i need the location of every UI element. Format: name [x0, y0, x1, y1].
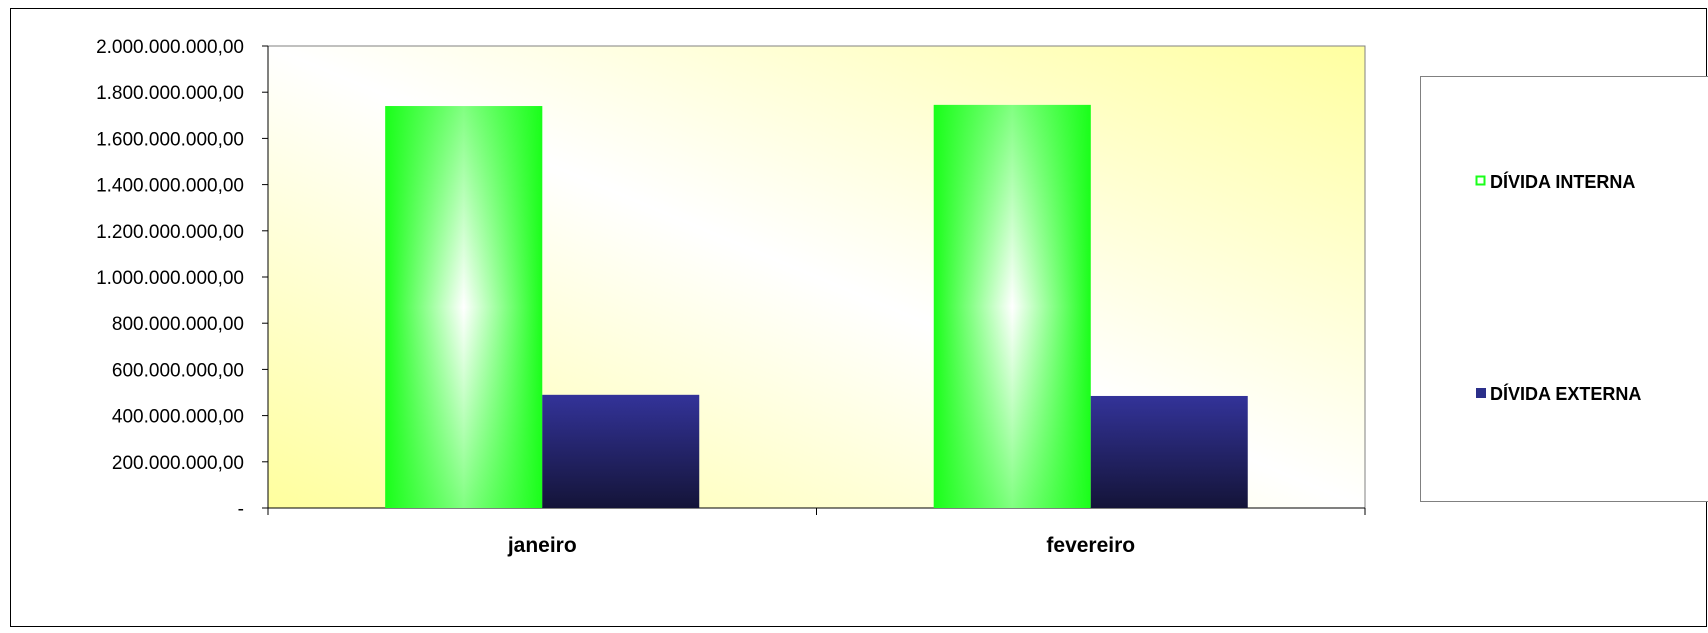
y-tick-label: 1.000.000.000,00 [96, 268, 244, 289]
y-tick-label: - [238, 499, 244, 520]
legend-label: DÍVIDA EXTERNA [1490, 383, 1641, 404]
bar-shade-divida-interna-fevereiro [934, 105, 1091, 508]
y-tick-label: 2.000.000.000,00 [96, 37, 244, 58]
bar-shade-divida-interna-janeiro [385, 106, 542, 508]
y-tick-label: 1.400.000.000,00 [96, 176, 244, 197]
y-tick-label: 800.000.000,00 [112, 314, 244, 335]
y-tick-label: 1.800.000.000,00 [96, 83, 244, 104]
y-tick-label: 1.200.000.000,00 [96, 222, 244, 243]
legend-label: DÍVIDA INTERNA [1490, 171, 1635, 192]
y-tick-label: 200.000.000,00 [112, 453, 244, 474]
x-category-label: fevereiro [1046, 534, 1135, 557]
legend-swatch-divida-interna [1477, 177, 1485, 185]
y-tick-label: 600.000.000,00 [112, 360, 244, 381]
y-tick-label: 400.000.000,00 [112, 407, 244, 428]
legend-swatch-divida-externa [1476, 388, 1486, 398]
x-category-label: janeiro [507, 534, 577, 557]
legend-box [1421, 77, 1708, 502]
y-tick-label: 1.600.000.000,00 [96, 129, 244, 150]
bar-divida-externa-janeiro [542, 395, 699, 508]
bar-divida-externa-fevereiro [1091, 396, 1248, 508]
